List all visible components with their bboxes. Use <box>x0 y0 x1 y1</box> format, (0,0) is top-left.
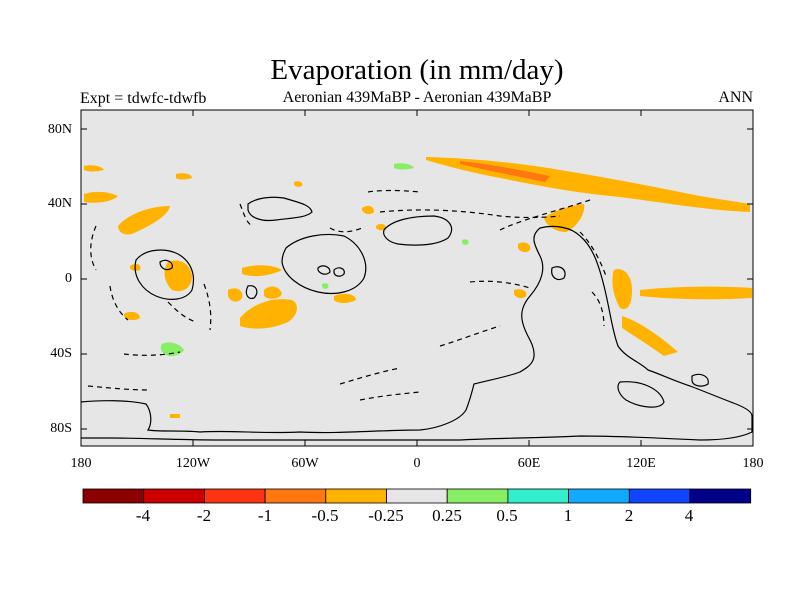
colorbar-swatch <box>82 488 145 504</box>
colorbar-swatch <box>143 488 205 504</box>
colorbar-swatch <box>325 488 387 504</box>
colorbar-swatch <box>507 488 569 504</box>
colorbar-swatch <box>628 488 691 504</box>
colorbar-swatch <box>446 488 509 504</box>
coastlines <box>80 196 753 441</box>
lon-tick-label: 180 <box>70 456 92 471</box>
coastline-gondwana <box>80 225 753 441</box>
anomaly-patch-mid-4 <box>518 242 531 253</box>
lon-tick-label: 180 <box>742 456 764 471</box>
anomaly-patch-nw-2 <box>176 173 192 180</box>
anomaly-patch-pacific-e <box>612 269 632 310</box>
colorbar <box>82 488 752 504</box>
coastline-small-1 <box>691 373 709 387</box>
lon-tick-label: 120W <box>175 456 211 471</box>
colorbar-label: 4 <box>684 506 694 525</box>
positive-patch-4 <box>322 283 329 289</box>
anomaly-band-equatorial <box>640 286 752 300</box>
lon-tick-label: 120E <box>626 456 656 471</box>
lat-tick-label: 40S <box>50 346 72 361</box>
colorbar-label: 2 <box>624 506 634 525</box>
colorbar-swatch <box>689 488 752 504</box>
colorbar-swatch <box>203 488 266 504</box>
anomaly-patch-mid-5 <box>376 223 386 231</box>
coastline-baltica <box>281 233 367 295</box>
anomaly-core-north <box>460 161 550 182</box>
coastline-north-2 <box>383 215 453 246</box>
lat-tick-label: 0 <box>65 271 72 286</box>
anomaly-patch-west-1 <box>84 191 118 203</box>
coastline-small-6 <box>159 259 173 271</box>
lon-tick-label: 60W <box>291 456 319 471</box>
axis-ticks <box>81 110 753 446</box>
lat-tick-label: 80N <box>47 122 72 137</box>
anomaly-patch-asia <box>544 204 585 232</box>
colorbar-label: -4 <box>135 506 151 525</box>
colorbar-label: 0.25 <box>432 506 462 525</box>
colorbar-label: -0.5 <box>311 506 339 525</box>
colorbar-swatch <box>568 488 630 504</box>
positive-patch-1 <box>394 163 414 170</box>
colorbar-swatch <box>386 488 448 504</box>
colorbar-label: -2 <box>196 506 212 525</box>
anomaly-patch-nw-1 <box>84 165 104 172</box>
coastline-small-2 <box>317 265 331 275</box>
anomaly-patch-west-4 <box>242 265 282 277</box>
anomaly-patch-mid-1 <box>334 293 356 303</box>
anomaly-patch-nw-3 <box>170 414 180 418</box>
anomaly-patch-west-6 <box>240 299 297 329</box>
dashed-boundaries <box>87 189 607 401</box>
colorbar-label: -1 <box>257 506 273 525</box>
experiment-label: Expt = tdwfc-tdwfb <box>80 90 207 107</box>
lon-tick-label: 0 <box>413 456 421 471</box>
anomaly-contours <box>84 157 752 418</box>
anomaly-patch-west-2 <box>118 206 170 235</box>
coastline-south-island <box>617 381 665 408</box>
coastline-small-5 <box>551 266 566 281</box>
colorbar-label: 0.5 <box>496 506 518 525</box>
coastline-small-4 <box>245 285 258 299</box>
coastline-small-3 <box>333 267 345 277</box>
lon-tick-label: 60E <box>517 456 541 471</box>
anomaly-patch-west-5 <box>228 288 243 302</box>
anomaly-patch-nw-6 <box>124 311 140 321</box>
colorbar-label: 1 <box>563 506 573 525</box>
lat-tick-label: 80S <box>50 421 72 436</box>
coastline-laurentia <box>134 249 195 300</box>
lat-tick-label: 40N <box>47 196 72 211</box>
anomaly-patch-south-pacific <box>622 316 678 356</box>
positive-patch-3 <box>462 239 469 245</box>
anomaly-patch-west-7 <box>264 286 282 299</box>
coastline-north-1 <box>247 196 313 222</box>
anomaly-patch-mid-2 <box>362 205 374 215</box>
anomaly-patch-mid-3 <box>514 289 527 299</box>
period-label: Aeronian 439MaBP - Aeronian 439MaBP <box>282 89 552 106</box>
season-label: ANN <box>718 89 753 106</box>
colorbar-label: -0.25 <box>368 506 404 525</box>
anomaly-patch-nw-4 <box>294 181 303 187</box>
map-title: Evaporation (in mm/day) <box>270 54 564 86</box>
colorbar-swatch <box>264 488 327 504</box>
